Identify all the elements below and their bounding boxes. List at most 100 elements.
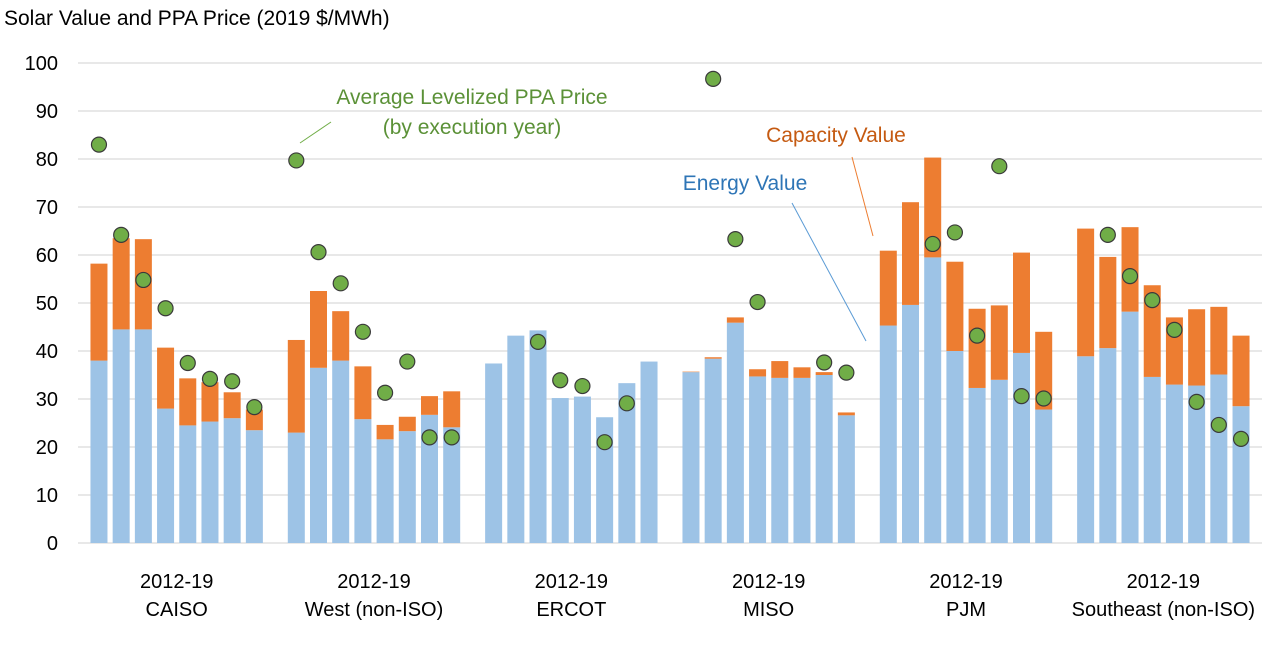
ppa-point (224, 373, 241, 390)
bars (90, 157, 1250, 543)
ppa-points (90, 70, 1250, 451)
ppa-point (113, 226, 130, 243)
capacity-bar (1013, 252, 1030, 353)
category-region: ERCOT (536, 599, 606, 621)
energy-bar (1099, 348, 1117, 543)
capacity-bar (902, 202, 919, 305)
energy-bar (201, 421, 219, 543)
energy-bar (968, 387, 986, 543)
ppa-point (1121, 268, 1139, 285)
energy-bar (245, 430, 263, 543)
capacity-bar (201, 382, 219, 422)
capacity-bar (879, 250, 897, 326)
ppa-point (1035, 390, 1052, 407)
capacity-bar (837, 412, 855, 416)
ppa-point (421, 429, 438, 446)
energy-bar (398, 431, 416, 543)
ppa-point (727, 231, 744, 248)
capacity-bar (112, 238, 130, 330)
energy-bar (507, 335, 525, 543)
ppa-point (90, 136, 108, 153)
energy-bar (223, 418, 241, 543)
energy-bar (421, 414, 438, 543)
capacity-bar (354, 366, 372, 420)
capacity-bar (287, 339, 305, 433)
category-region: CAISO (146, 599, 208, 621)
ppa-point (399, 353, 416, 370)
ppa-point (1232, 430, 1250, 447)
energy-bar (1121, 311, 1139, 543)
energy-bar (179, 425, 197, 543)
ppa-label-line2: (by execution year) (383, 116, 562, 139)
capacity-bar (1188, 309, 1206, 386)
energy-bar (112, 329, 130, 543)
energy-leader-line (791, 202, 867, 342)
energy-label: Energy Value (683, 172, 808, 195)
capacity-bar (771, 361, 789, 378)
ppa-point (135, 271, 152, 289)
energy-bar (551, 398, 569, 543)
capacity-bar (1099, 256, 1117, 349)
energy-bar (332, 360, 350, 543)
energy-bar (815, 375, 833, 543)
ppa-point (1013, 388, 1030, 405)
energy-bar (793, 377, 811, 543)
y-tick-label: 90 (36, 101, 58, 123)
energy-bar (924, 257, 942, 543)
category-region: MISO (743, 599, 794, 621)
ppa-point (1099, 226, 1116, 243)
energy-bar (726, 322, 744, 543)
y-tick-label: 20 (36, 437, 58, 459)
category-period: 2012-19 (337, 571, 410, 593)
x-axis-categories: 2012-19 CAISO 2012-19 West (non-ISO) 2012-19… (140, 571, 1255, 621)
energy-bar (704, 358, 722, 543)
capacity-leader-line (851, 156, 874, 237)
y-tick-label: 100 (25, 53, 58, 75)
category-region: Southeast (non-ISO) (1072, 599, 1255, 621)
capacity-bar (946, 261, 964, 351)
capacity-bar (990, 305, 1008, 380)
energy-bar (157, 408, 175, 543)
ppa-point (1144, 292, 1161, 309)
category-region: West (non-ISO) (305, 599, 444, 621)
category-region: PJM (946, 599, 986, 621)
ppa-point (332, 275, 349, 292)
energy-bar (443, 427, 461, 543)
ppa-point (443, 429, 460, 446)
energy-bar (1077, 356, 1095, 543)
category-period: 2012-19 (929, 571, 1002, 593)
energy-bar (90, 360, 108, 543)
y-tick-label: 0 (47, 533, 58, 555)
energy-bar (640, 361, 658, 543)
ppa-point (838, 364, 855, 381)
capacity-bar (924, 157, 942, 258)
gridlines (78, 62, 1262, 544)
ppa-point (552, 372, 569, 389)
ppa-point (246, 399, 263, 416)
capacity-bar (398, 416, 416, 432)
ppa-point (529, 333, 547, 350)
capacity-bar (223, 392, 241, 419)
energy-bar (485, 363, 503, 543)
capacity-bar (179, 378, 197, 426)
capacity-bar (310, 291, 327, 368)
ppa-point (705, 70, 722, 87)
capacity-bar (332, 311, 350, 361)
ppa-point (288, 152, 305, 169)
ppa-point (749, 293, 766, 311)
ppa-point (968, 327, 986, 344)
ppa-point (1188, 393, 1205, 410)
y-axis-ticks: 0 10 20 30 40 50 60 70 80 90 100 (25, 53, 58, 555)
ppa-point (924, 235, 941, 253)
capacity-bar (376, 424, 394, 440)
category-period: 2012-19 (140, 571, 213, 593)
ppa-point (179, 354, 196, 372)
capacity-bar (1143, 285, 1161, 377)
capacity-bar (421, 396, 438, 415)
ppa-point (574, 377, 591, 395)
y-tick-label: 10 (36, 485, 58, 507)
capacity-bar (726, 317, 744, 323)
capacity-bar (1077, 228, 1095, 357)
energy-bar (1165, 384, 1183, 543)
chart-title: Solar Value and PPA Price (2019 $/MWh) (4, 7, 390, 30)
